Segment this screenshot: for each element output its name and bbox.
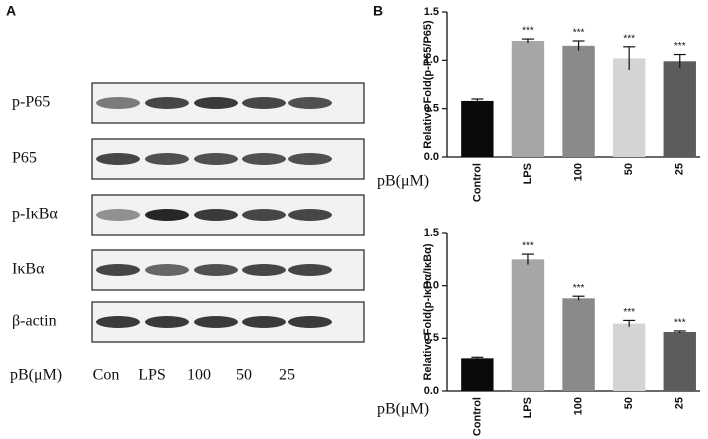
- band: [145, 209, 189, 221]
- band: [288, 209, 332, 221]
- y-tick-label: 1.0: [424, 280, 439, 292]
- band: [194, 153, 238, 165]
- bar: [562, 298, 595, 391]
- band: [145, 97, 189, 109]
- lane-label: 25: [279, 367, 295, 384]
- bar: [511, 41, 545, 157]
- band: [242, 264, 286, 276]
- band: [288, 264, 332, 276]
- x-tick-label: 25: [674, 397, 686, 409]
- significance: ***: [674, 41, 686, 52]
- band: [194, 97, 238, 109]
- x-prefix: pB(μM): [377, 173, 429, 190]
- x-tick-label: LPS: [522, 397, 534, 418]
- y-tick-label: 1.0: [424, 54, 439, 66]
- panel-label: A: [6, 3, 16, 19]
- lane-label: 100: [187, 367, 211, 384]
- panel-label: B: [373, 3, 383, 19]
- x-tick-label: 100: [572, 163, 584, 181]
- x-prefix: pB(μM): [377, 401, 429, 418]
- bar: [663, 332, 696, 391]
- band: [96, 97, 140, 109]
- band: [288, 153, 332, 165]
- bar-chart: 0.0 0.5 1.0 1.5 Relative Fold(p-IκBα/IκBα) pB…: [377, 227, 700, 436]
- bar: [612, 323, 646, 391]
- significance: ***: [522, 241, 534, 252]
- band: [96, 209, 140, 221]
- x-tick-label: LPS: [522, 163, 534, 184]
- band: [96, 264, 140, 276]
- band: [194, 264, 238, 276]
- significance: ***: [623, 33, 635, 44]
- x-tick-label: 25: [674, 163, 686, 175]
- y-tick-label: 0.0: [424, 385, 439, 397]
- band: [96, 153, 140, 165]
- y-tick-label: 1.5: [424, 6, 439, 18]
- x-tick-label: 50: [623, 397, 635, 409]
- row-label: p-P65: [12, 94, 50, 111]
- band: [194, 316, 238, 328]
- significance: ***: [522, 26, 534, 37]
- bar: [612, 58, 646, 157]
- row-label: P65: [12, 150, 37, 167]
- band: [242, 316, 286, 328]
- band: [194, 209, 238, 221]
- band: [145, 153, 189, 165]
- row-label: p-IκBα: [12, 206, 58, 223]
- band: [96, 316, 140, 328]
- lane-label: LPS: [138, 367, 166, 384]
- band: [145, 264, 189, 276]
- y-tick-label: 0.5: [424, 332, 439, 344]
- x-tick-label: Control: [471, 397, 483, 436]
- bar: [562, 45, 595, 158]
- y-axis-label: Relative Fold(p-P65/P65): [422, 20, 434, 149]
- band: [288, 97, 332, 109]
- lane-label: Con: [93, 367, 120, 384]
- significance: ***: [573, 28, 585, 39]
- y-tick-label: 0.0: [424, 151, 439, 163]
- treatment-label: pB(μM): [10, 367, 62, 384]
- bar: [461, 358, 494, 391]
- bar: [461, 100, 494, 157]
- band: [242, 97, 286, 109]
- band: [288, 316, 332, 328]
- y-tick-label: 0.5: [424, 103, 439, 115]
- y-axis-label: Relative Fold(p-IκBα/IκBα): [422, 243, 434, 380]
- band: [242, 209, 286, 221]
- bar-chart: 0.0 0.5 1.0 1.5 Relative Fold(p-P65/P65) pB(μ…: [377, 6, 700, 202]
- western-blot: p-P65 P65 p-IκBα IκBα β-actin pB(μM) Con LPS 100…: [10, 82, 365, 384]
- y-tick-label: 1.5: [424, 227, 439, 239]
- significance: ***: [573, 283, 585, 294]
- band: [145, 316, 189, 328]
- bar: [511, 259, 545, 391]
- band: [242, 153, 286, 165]
- lane-label: 50: [236, 367, 252, 384]
- bar: [663, 61, 696, 157]
- x-tick-label: 100: [572, 397, 584, 415]
- x-tick-label: Control: [471, 163, 483, 202]
- significance: ***: [623, 307, 635, 318]
- row-label: β-actin: [12, 313, 57, 330]
- significance: ***: [674, 318, 686, 329]
- row-label: IκBα: [12, 261, 45, 278]
- x-tick-label: 50: [623, 163, 635, 175]
